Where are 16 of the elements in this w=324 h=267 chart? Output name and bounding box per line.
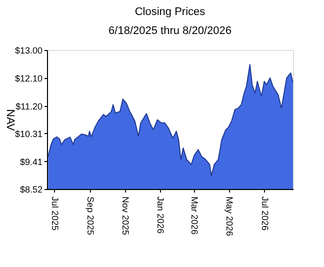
x-tick-label: Jul 2025 xyxy=(50,196,60,231)
y-tick-label: $10.31 xyxy=(14,128,42,139)
y-axis-title: NAV xyxy=(4,109,16,132)
x-tick-label: Jan 2026 xyxy=(156,196,166,234)
y-tick-label: $12.10 xyxy=(14,73,42,84)
y-tick-label: $8.52 xyxy=(20,184,42,194)
x-tick-label: Sep 2025 xyxy=(86,196,96,236)
y-tick-label: $9.41 xyxy=(20,156,42,167)
chart-subtitle: 6/18/2025 thru 8/20/2026 xyxy=(108,25,232,37)
y-tick-label: $13.00 xyxy=(14,46,42,56)
y-tick-label: $11.20 xyxy=(16,101,42,112)
x-tick-label: Jul 2026 xyxy=(260,196,270,231)
x-tick-label: Mar 2026 xyxy=(190,196,200,235)
x-tick-label: May 2026 xyxy=(224,196,235,236)
x-tick-label: Nov 2025 xyxy=(120,196,131,236)
chart-title: Closing Prices xyxy=(134,6,206,18)
